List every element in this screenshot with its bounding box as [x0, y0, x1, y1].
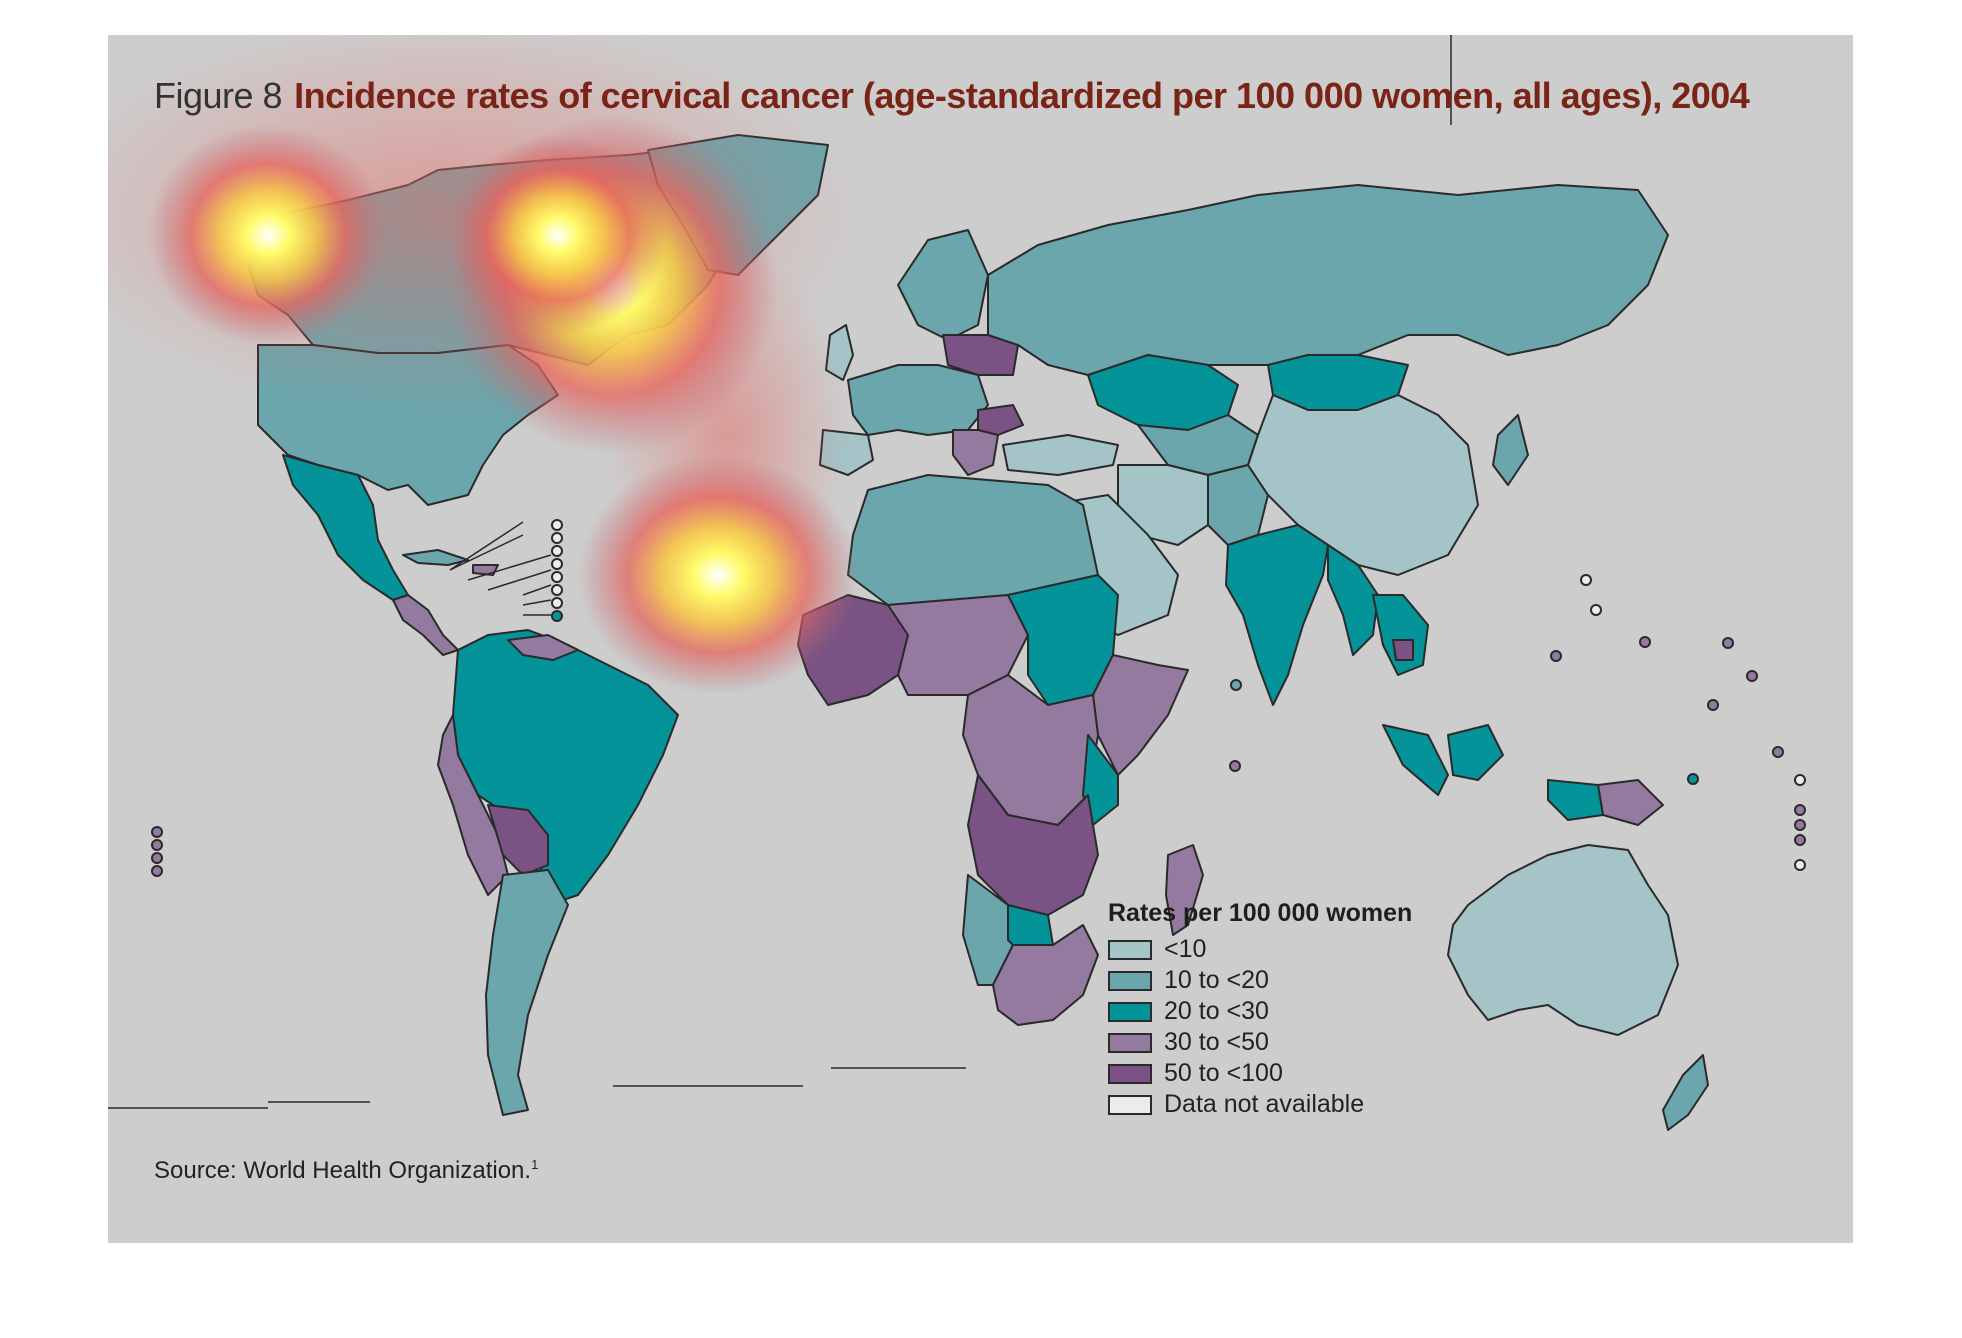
region-borneo	[1447, 724, 1504, 781]
island-marker	[151, 839, 163, 851]
region-cambodia	[1392, 639, 1414, 661]
island-marker	[1794, 859, 1806, 871]
island-marker	[151, 865, 163, 877]
region-russia	[987, 184, 1669, 376]
region-venezuela-guyana	[507, 634, 579, 661]
island-marker	[1746, 670, 1758, 682]
island-marker	[1229, 760, 1241, 772]
region-korea-japan	[1492, 414, 1529, 486]
region-cuba	[402, 549, 469, 566]
island-marker	[551, 597, 563, 609]
legend-label: 20 to <30	[1164, 997, 1269, 1025]
region-bolivia	[487, 804, 549, 876]
world-map	[108, 35, 1806, 1131]
region-new-zealand	[1662, 1054, 1709, 1131]
legend-swatch	[1108, 1032, 1152, 1053]
source-footnote: 1	[531, 1157, 539, 1172]
island-marker	[1639, 636, 1651, 648]
heatmap-overlay	[108, 35, 868, 695]
island-leader-line	[487, 569, 552, 591]
legend-item: 10 to <20	[1108, 965, 1412, 996]
island-marker	[551, 584, 563, 596]
island-marker	[1794, 804, 1806, 816]
region-indonesia-west	[1382, 724, 1449, 796]
region-romania	[977, 404, 1024, 436]
legend-label: 50 to <100	[1164, 1059, 1283, 1087]
legend-label: 10 to <20	[1164, 966, 1269, 994]
island-marker	[1590, 604, 1602, 616]
island-leader-line	[522, 599, 552, 606]
legend-swatch	[1108, 1001, 1152, 1022]
legend-swatch	[1108, 970, 1152, 991]
region-new-guinea-west	[1547, 779, 1604, 821]
region-australia	[1447, 844, 1679, 1036]
region-horn	[1092, 654, 1189, 776]
source-note: Source: World Health Organization.1	[154, 1157, 538, 1185]
legend-swatch	[1108, 939, 1152, 960]
region-scandinavia	[897, 229, 989, 341]
legend-label: 30 to <50	[1164, 1028, 1269, 1056]
region-turkey	[1002, 434, 1119, 476]
region-balkans	[952, 429, 999, 476]
island-leader-line	[522, 584, 552, 596]
source-text: Source: World Health Organization.	[154, 1157, 532, 1184]
island-marker	[1794, 834, 1806, 846]
island-marker	[1772, 746, 1784, 758]
region-east-africa	[1082, 734, 1119, 826]
legend-label: <10	[1164, 935, 1207, 963]
island-marker	[1722, 637, 1734, 649]
legend-item: Data not available	[1108, 1089, 1412, 1120]
region-india	[1225, 524, 1329, 706]
island-marker	[551, 558, 563, 570]
region-central-america	[392, 594, 459, 656]
island-marker	[551, 532, 563, 544]
figure-title: Figure 8 Incidence rates of cervical canc…	[154, 75, 1750, 117]
legend-item: 50 to <100	[1108, 1058, 1412, 1089]
island-leader-line	[449, 521, 524, 571]
region-south-africa	[992, 924, 1099, 1026]
region-hispaniola	[472, 564, 499, 576]
island-marker	[551, 545, 563, 557]
region-andes	[437, 714, 509, 896]
island-marker	[1794, 819, 1806, 831]
island-marker	[1230, 679, 1242, 691]
region-bangladesh-myanmar	[1327, 544, 1379, 656]
region-south-central-africa	[967, 774, 1099, 916]
legend-swatch	[1108, 1063, 1152, 1084]
island-marker	[1687, 773, 1699, 785]
region-argentina	[485, 869, 569, 1116]
legend-title: Rates per 100 000 women	[1108, 899, 1413, 927]
island-marker	[151, 826, 163, 838]
legend-swatch	[1108, 1094, 1152, 1115]
island-marker	[1580, 574, 1592, 586]
island-marker	[151, 852, 163, 864]
legend-item: <10	[1108, 934, 1412, 965]
island-marker	[1550, 650, 1562, 662]
island-leader-line	[449, 534, 524, 571]
region-indochina	[1372, 594, 1429, 676]
legend: Rates per 100 000 women <10 10 to <20 20…	[1108, 899, 1412, 1120]
region-western-europe	[847, 364, 989, 436]
legend-item: 20 to <30	[1108, 996, 1412, 1027]
figure-label: Figure 8	[154, 75, 283, 116]
island-marker	[551, 519, 563, 531]
region-madagascar	[1165, 844, 1204, 936]
region-png	[1597, 779, 1664, 826]
figure-panel: Figure 8 Incidence rates of cervical canc…	[108, 35, 1853, 1243]
legend-item: 30 to <50	[1108, 1027, 1412, 1058]
island-marker	[551, 571, 563, 583]
figure-title-text: Incidence rates of cervical cancer (age-…	[294, 75, 1750, 116]
island-marker	[551, 610, 563, 622]
legend-label: Data not available	[1164, 1090, 1365, 1118]
island-marker	[1707, 699, 1719, 711]
island-leader-line	[467, 554, 552, 581]
island-marker	[1794, 774, 1806, 786]
